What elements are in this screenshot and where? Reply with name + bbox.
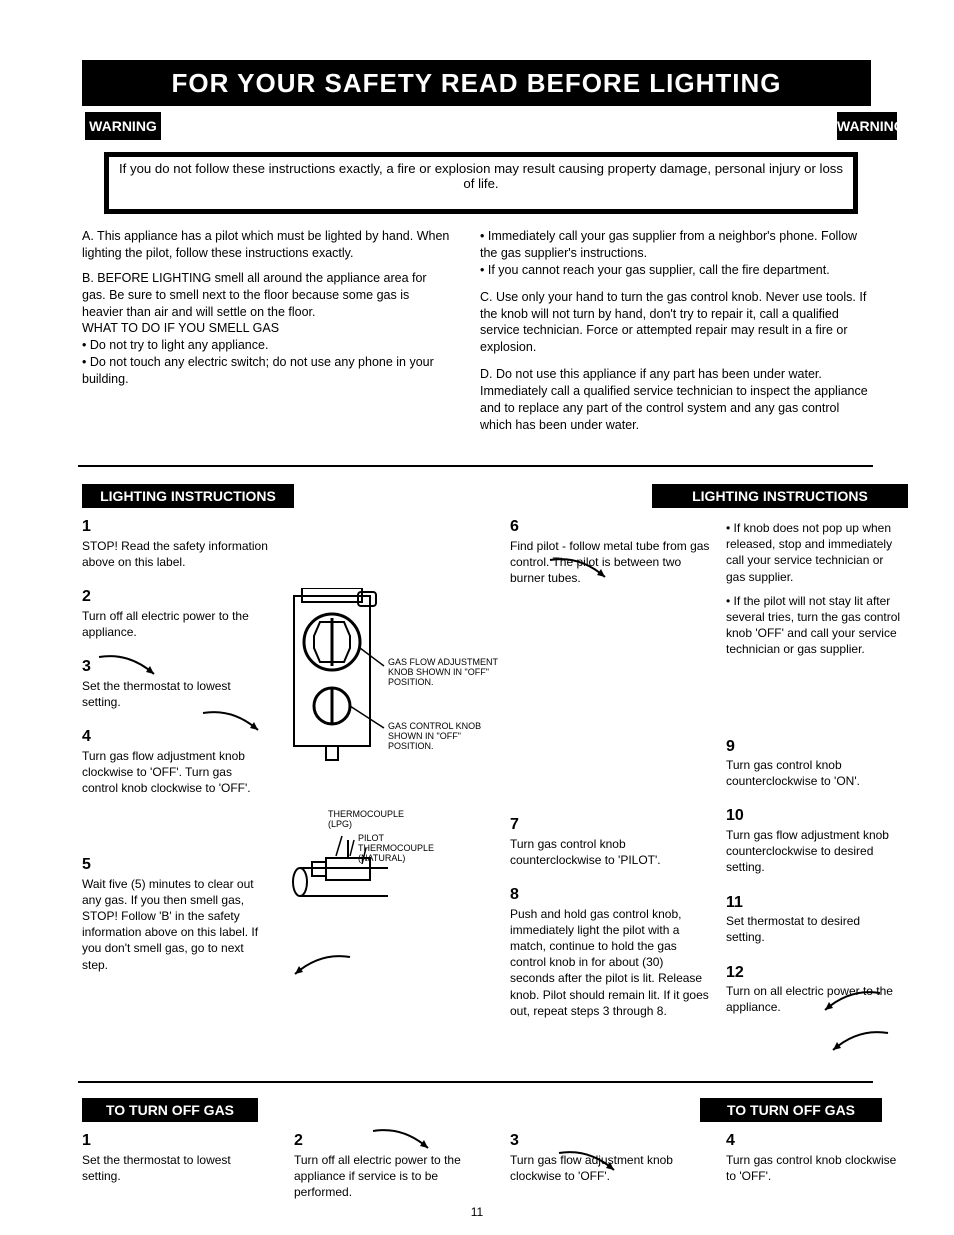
step-text: Set the thermostat to lowest setting. — [82, 678, 268, 710]
step-text: Push and hold gas control knob, immediat… — [510, 906, 710, 1019]
fig2-tc-lpg: THERMOCOUPLE (LPG) — [328, 810, 404, 830]
step-num: 9 — [726, 738, 902, 756]
off-text: Turn gas control knob clockwise to 'OFF'… — [726, 1152, 902, 1184]
curved-arrow-icon — [290, 952, 360, 982]
warning-box: If you do not follow these instructions … — [104, 152, 858, 214]
off-text: Set the thermostat to lowest setting. — [82, 1152, 268, 1184]
step-text: Turn gas flow adjustment knob counterclo… — [726, 827, 902, 876]
lighting-col-4: • If knob does not pop up when released,… — [726, 518, 902, 1034]
bullet-text: If the pilot will not stay lit after sev… — [726, 594, 900, 657]
step-num: 11 — [726, 894, 902, 912]
step8-bullet: • If knob does not pop up when released,… — [726, 520, 902, 585]
step-num: 1 — [82, 518, 268, 536]
step-text: Turn off all electric power to the appli… — [82, 608, 268, 640]
warning-pill-right: WARNING — [837, 112, 897, 140]
title-bar: FOR YOUR SAFETY READ BEFORE LIGHTING — [82, 60, 871, 106]
off-num: 1 — [82, 1130, 268, 1152]
step-text: STOP! Read the safety information above … — [82, 538, 268, 570]
step-num: 2 — [82, 588, 268, 606]
page-title: FOR YOUR SAFETY READ BEFORE LIGHTING — [82, 60, 871, 106]
curved-arrow-icon — [94, 652, 164, 682]
lighting-header-left: LIGHTING INSTRUCTIONS — [82, 484, 294, 508]
fig1-flow-label: GAS FLOW ADJUSTMENT KNOB SHOWN IN "OFF" … — [388, 658, 498, 688]
pilot-figure: THERMOCOUPLE (LPG) PILOT THERMOCOUPLE (N… — [292, 810, 452, 902]
curved-arrow-icon — [368, 1126, 438, 1156]
warning-text: If you do not follow these instructions … — [119, 161, 843, 191]
divider — [78, 1081, 873, 1083]
step-text: Turn gas flow adjustment knob clockwise … — [82, 748, 268, 797]
bullet-text: If knob does not pop up when released, s… — [726, 521, 892, 584]
curved-arrow-icon — [828, 1028, 898, 1058]
turnoff-header-left: TO TURN OFF GAS — [82, 1098, 258, 1122]
page-number: 11 — [0, 1205, 954, 1219]
step-num: 8 — [510, 886, 710, 904]
step-text: Set thermostat to desired setting. — [726, 913, 902, 945]
para-b: B. BEFORE LIGHTING smell all around the … — [82, 270, 452, 388]
step-text: Wait five (5) minutes to clear out any g… — [82, 876, 268, 973]
step-num: 7 — [510, 816, 710, 834]
turnoff-header-right: TO TURN OFF GAS — [700, 1098, 882, 1122]
step-num: 5 — [82, 856, 268, 874]
curved-arrow-icon — [198, 708, 268, 738]
warning-pill-left: WARNING — [85, 112, 161, 140]
divider — [78, 465, 873, 467]
para-a: A. This appliance has a pilot which must… — [82, 228, 452, 262]
turnoff-col-4: 4 Turn gas control knob clockwise to 'OF… — [726, 1130, 902, 1184]
lighting-col-3: 6 Find pilot - follow metal tube from ga… — [510, 518, 710, 1037]
step-num: 10 — [726, 807, 902, 825]
turnoff-col-1: 1 Set the thermostat to lowest setting. — [82, 1130, 268, 1184]
off-text: Turn off all electric power to the appli… — [294, 1152, 494, 1201]
lighting-col-1: 1 STOP! Read the safety information abov… — [82, 518, 268, 991]
off-num: 4 — [726, 1130, 902, 1152]
step-text: Turn gas control knob counterclockwise t… — [726, 757, 902, 789]
step-num: 12 — [726, 964, 902, 982]
step8-bullet: • If the pilot will not stay lit after s… — [726, 593, 902, 658]
step-text: Turn gas control knob counterclockwise t… — [510, 836, 710, 868]
curved-arrow-icon — [545, 555, 615, 585]
para-e: D. Do not use this appliance if any part… — [480, 366, 870, 434]
step-num: 6 — [510, 518, 710, 536]
body-column-row: A. This appliance has a pilot which must… — [82, 228, 872, 434]
curved-arrow-icon — [554, 1148, 624, 1178]
fig1-ctrl-label: GAS CONTROL KNOB SHOWN IN "OFF" POSITION… — [388, 722, 498, 752]
lighting-header-right: LIGHTING INSTRUCTIONS — [652, 484, 908, 508]
manual-page: FOR YOUR SAFETY READ BEFORE LIGHTING WAR… — [0, 0, 954, 1235]
para-c: • Immediately call your gas supplier fro… — [480, 228, 870, 279]
para-d: C. Use only your hand to turn the gas co… — [480, 289, 870, 357]
fig2-tc-nat: THERMOCOUPLE (NATURAL) — [358, 844, 434, 864]
curved-arrow-icon — [820, 988, 890, 1018]
gas-control-figure: GAS FLOW ADJUSTMENT KNOB SHOWN IN "OFF" … — [288, 588, 493, 766]
